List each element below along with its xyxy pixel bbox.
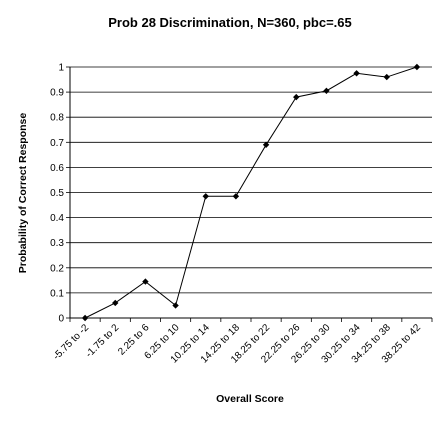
data-point <box>353 70 360 77</box>
chart-title: Prob 28 Discrimination, N=360, pbc=.65 <box>108 15 351 30</box>
axes <box>66 66 433 322</box>
data-markers <box>81 63 421 322</box>
x-axis-label: Overall Score <box>216 393 284 405</box>
y-tick-labels: 0 0.1 0.2 0.3 0.4 0.5 0.6 0.7 0.8 0.9 1 <box>50 63 64 325</box>
data-point <box>112 299 119 307</box>
data-point <box>202 193 209 200</box>
data-point <box>323 87 330 95</box>
series-line <box>84 66 418 319</box>
series-polyline <box>84 66 418 319</box>
data-point <box>81 314 89 322</box>
data-point <box>232 193 240 200</box>
y-axis-label: Probability of Correct Response <box>17 113 29 274</box>
y-tick-label: 0.3 <box>50 238 64 249</box>
x-tick-label: -5.75 to -2 <box>51 322 91 362</box>
data-point <box>172 302 179 309</box>
y-tick-label: 0.2 <box>50 263 64 274</box>
y-tick-label: 0.7 <box>50 138 64 149</box>
data-point <box>262 141 270 149</box>
x-tick-labels: -5.75 to -2-1.75 to 22.25 to 66.25 to 10… <box>51 322 423 365</box>
data-point <box>383 73 390 81</box>
y-tick-label: 1 <box>58 63 64 74</box>
y-tick-label: 0.8 <box>50 113 64 124</box>
y-tick-label: 0.4 <box>50 213 64 224</box>
data-point <box>293 93 300 101</box>
y-tick-label: 0 <box>58 314 64 325</box>
data-point <box>413 63 421 71</box>
y-tick-label: 0.1 <box>50 288 64 299</box>
y-tick-label: 0.6 <box>50 163 64 174</box>
data-point <box>142 278 149 285</box>
x-tick-label: -1.75 to 2 <box>84 322 122 360</box>
y-tick-label: 0.9 <box>50 88 64 99</box>
y-tick-label: 0.5 <box>50 188 64 199</box>
gridlines <box>70 66 432 294</box>
